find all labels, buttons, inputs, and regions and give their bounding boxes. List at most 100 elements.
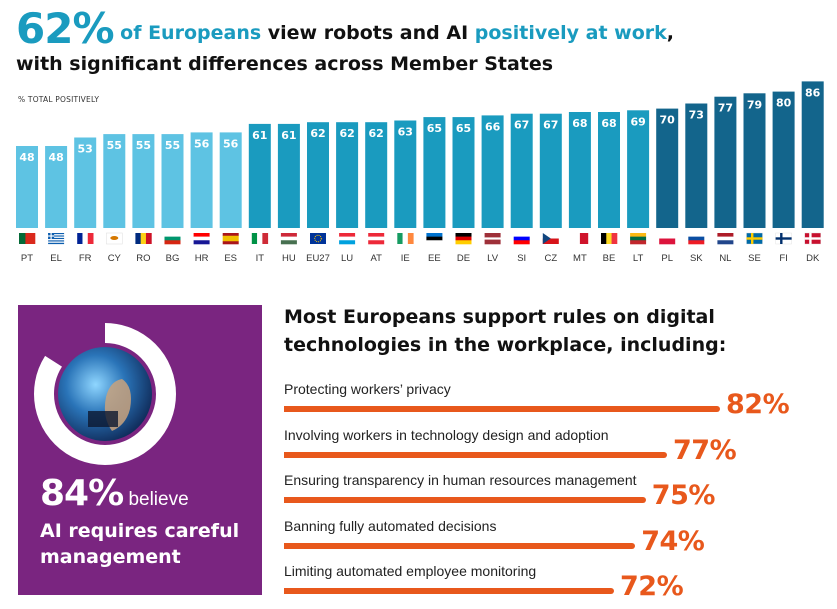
bar-value-it: 61 — [252, 129, 267, 142]
bar-el — [45, 146, 68, 228]
category-label-lt: LT — [633, 253, 644, 264]
flag-lv-icon — [484, 233, 501, 245]
bar-value-fi: 80 — [776, 97, 792, 110]
flag-at-icon — [368, 233, 385, 245]
card-believe-text: believe — [123, 489, 189, 510]
category-label-lu: LU — [341, 253, 353, 264]
bar-hr — [190, 132, 213, 228]
flag-cy-icon — [106, 232, 123, 245]
bar-eu27 — [307, 122, 329, 228]
headline-view-text: view robots and AI — [261, 22, 475, 44]
category-label-ee: EE — [428, 253, 441, 264]
bar-es — [219, 132, 242, 228]
bar-value-nl: 77 — [718, 102, 733, 115]
bar-ee — [423, 117, 446, 228]
y-axis-label: % TOTAL POSITIVELY — [18, 95, 100, 104]
rule-label-3: Ensuring transparency in human resources… — [284, 472, 637, 488]
bar-si — [510, 113, 533, 228]
bar-value-eu27: 62 — [310, 127, 325, 140]
bar-lt — [627, 110, 650, 228]
flag-hr-icon — [193, 233, 210, 245]
headline: 62% of Europeans view robots and AI posi… — [16, 8, 826, 76]
category-label-mt: MT — [573, 253, 587, 264]
bar-value-fr: 53 — [78, 143, 93, 156]
bar-cz — [539, 113, 562, 228]
flag-pt-icon — [19, 233, 36, 244]
flag-mt-icon — [571, 233, 589, 244]
headline-line-2: with significant differences across Memb… — [16, 53, 554, 75]
rules-title: Most Europeans support rules on digital … — [284, 306, 727, 356]
bar-value-si: 67 — [514, 119, 529, 132]
flag-lt-icon — [630, 233, 647, 245]
category-label-si: SI — [517, 253, 526, 264]
category-label-hr: HR — [195, 253, 209, 264]
ring-arc — [34, 323, 176, 465]
category-label-fr: FR — [79, 253, 92, 264]
bar-value-hu: 61 — [281, 129, 296, 142]
bar-value-se: 79 — [747, 98, 762, 111]
flag-de-icon — [455, 233, 472, 245]
bar-pl — [656, 108, 679, 228]
bar-value-ro: 55 — [136, 139, 151, 152]
bar-value-cy: 55 — [107, 139, 122, 152]
bar-value-at: 62 — [369, 127, 384, 140]
flag-fr-icon — [77, 233, 94, 244]
bar-cy — [103, 134, 126, 228]
rule-bar-2 — [284, 451, 667, 458]
bar-value-lt: 69 — [630, 115, 645, 128]
bar-de — [452, 117, 475, 228]
flag-ee-icon — [426, 233, 443, 245]
flag-cz-icon — [542, 233, 559, 244]
bar-value-lv: 66 — [485, 120, 501, 133]
bar-be — [598, 112, 620, 228]
bar-value-hr: 56 — [194, 137, 210, 150]
flag-fi-icon — [775, 232, 792, 245]
bar-value-dk: 86 — [805, 86, 821, 99]
rule-bar-3 — [284, 497, 646, 503]
category-label-pl: PL — [661, 253, 673, 264]
flag-ro-icon — [135, 233, 152, 244]
bar-fr — [74, 137, 97, 228]
flag-hu-icon — [280, 233, 297, 245]
category-label-dk: DK — [806, 253, 820, 264]
bar-dk — [801, 81, 824, 229]
rule-percentage-1: 82% — [726, 389, 790, 420]
flag-se-icon — [746, 232, 763, 245]
category-label-ro: RO — [136, 253, 150, 264]
rule-bar-4 — [284, 542, 636, 549]
category-label-fi: FI — [779, 253, 787, 264]
category-label-de: DE — [457, 253, 470, 264]
flag-sk-icon — [688, 233, 705, 245]
bar-se — [743, 93, 766, 228]
rule-percentage-3: 75% — [651, 480, 716, 511]
category-label-lv: LV — [487, 253, 499, 264]
rule-percentage-4: 74% — [641, 525, 705, 557]
bar-value-be: 68 — [601, 117, 616, 130]
rule-label-2: Involving workers in technology design a… — [284, 426, 609, 443]
headline-europeans: of Europeans — [113, 22, 262, 44]
rule-percentage-5: 72% — [620, 571, 684, 602]
category-label-it: IT — [256, 253, 265, 264]
flag-eu27-icon — [310, 233, 326, 244]
category-label-bg: BG — [166, 253, 180, 264]
category-label-hu: HU — [282, 253, 296, 264]
bar-value-el: 48 — [48, 151, 63, 164]
bar-lv — [481, 115, 504, 228]
bar-nl — [714, 96, 737, 228]
category-label-se: SE — [748, 253, 761, 264]
bar-value-pt: 48 — [19, 151, 34, 164]
rule-label-4: Banning fully automated decisions — [284, 517, 497, 534]
bar-value-pl: 70 — [660, 114, 676, 127]
category-label-es: ES — [224, 253, 237, 264]
laptop-shape — [88, 411, 118, 427]
category-label-be: BE — [603, 253, 616, 264]
category-label-pt: PT — [21, 253, 33, 264]
bar-ie — [394, 120, 417, 228]
category-label-cy: CY — [108, 253, 122, 264]
headline-line-1: 62% of Europeans view robots and AI posi… — [16, 8, 826, 50]
country-bar-chart: 48 PT 48 EL 53 FR 55 CY 55 RO 55 BG 56 HR 56 ES 61 IT 61 HU… — [16, 81, 824, 264]
headline-positively: positively at work — [474, 22, 667, 44]
bar-pt — [16, 146, 38, 228]
bar-sk — [685, 103, 708, 228]
category-label-ie: IE — [401, 253, 410, 264]
